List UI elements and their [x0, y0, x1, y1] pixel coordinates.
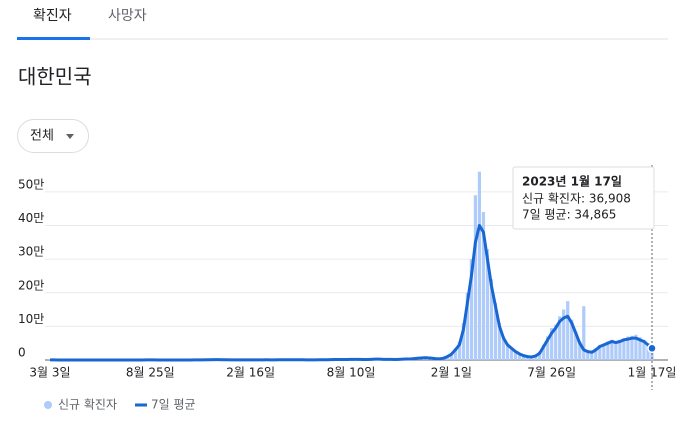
bar [469, 259, 474, 360]
bar [445, 356, 449, 360]
bar [570, 319, 574, 360]
bar [586, 350, 590, 360]
tab-indicator [17, 37, 90, 40]
bar [562, 309, 566, 360]
dropdown[interactable] [17, 119, 89, 153]
tooltip-box [512, 166, 655, 230]
bar [550, 328, 554, 360]
bar [610, 339, 614, 360]
bar [485, 249, 490, 360]
legend-label: 7일 평균 [151, 398, 196, 412]
bar [525, 356, 530, 360]
x-tick-label: 3월 3일 [29, 366, 70, 380]
bar [618, 339, 622, 360]
bar [481, 212, 486, 360]
bar [598, 344, 602, 360]
bar [578, 341, 582, 360]
bar [534, 355, 538, 360]
bar [626, 336, 630, 360]
bar [554, 324, 558, 360]
bar [538, 351, 542, 360]
bar [566, 301, 570, 360]
tab[interactable]: 사망자 [108, 8, 147, 24]
bar [634, 334, 638, 360]
bar [622, 338, 626, 360]
x-tick-label: 8월 25일 [126, 366, 175, 380]
x-tick-label: 2월 16일 [226, 366, 275, 380]
y-tick-label: 30만 [18, 245, 44, 259]
bar [461, 323, 465, 360]
region-title: 대한민국 [18, 65, 92, 89]
bar [642, 339, 646, 360]
bar [497, 323, 502, 360]
bar [513, 350, 518, 360]
tooltip-title: 2023년 1월 17일 [522, 174, 622, 189]
y-tick-label: 20만 [18, 278, 44, 292]
bar [517, 353, 522, 360]
bar [546, 336, 550, 360]
y-tick-label: 0 [18, 346, 26, 360]
bar [477, 171, 482, 360]
bar [501, 336, 506, 360]
bar [449, 353, 453, 360]
hover-dot [647, 343, 657, 354]
bar [582, 306, 586, 360]
bar [558, 316, 562, 360]
legend-label: 신규 확진자 [58, 398, 117, 412]
tooltip-line: 신규 확진자: 36,908 [522, 192, 631, 206]
x-tick-label: 1월 17일 [628, 366, 677, 380]
bar [465, 292, 469, 360]
bar [457, 341, 461, 360]
x-tick-label: 2월 1일 [431, 366, 472, 380]
tab[interactable]: 확진자 [33, 8, 72, 24]
bar [594, 348, 598, 360]
bar [542, 344, 546, 360]
bar [453, 348, 457, 360]
bar [574, 331, 578, 360]
tooltip-line: 7일 평균: 34,865 [522, 208, 616, 222]
average-line [49, 224, 653, 362]
bar [646, 343, 650, 360]
bar [630, 335, 634, 360]
legend-swatch [44, 401, 52, 409]
dropdown-arrow [66, 134, 74, 139]
bar [606, 341, 610, 360]
bar [521, 355, 526, 360]
bar [473, 195, 478, 360]
y-tick-label: 40만 [18, 211, 44, 225]
y-tick-label: 10만 [18, 312, 44, 326]
dropdown-label[interactable]: 전체 [30, 129, 54, 144]
y-tick-label: 50만 [18, 177, 44, 191]
bar [493, 302, 498, 360]
bar [590, 351, 594, 360]
bar [489, 279, 494, 360]
bar [638, 337, 642, 360]
bar [602, 343, 606, 360]
bar [614, 341, 618, 360]
x-tick-label: 7월 26일 [527, 366, 576, 380]
bar [505, 343, 510, 360]
x-tick-label: 8월 10일 [327, 366, 376, 380]
bar [509, 347, 514, 360]
